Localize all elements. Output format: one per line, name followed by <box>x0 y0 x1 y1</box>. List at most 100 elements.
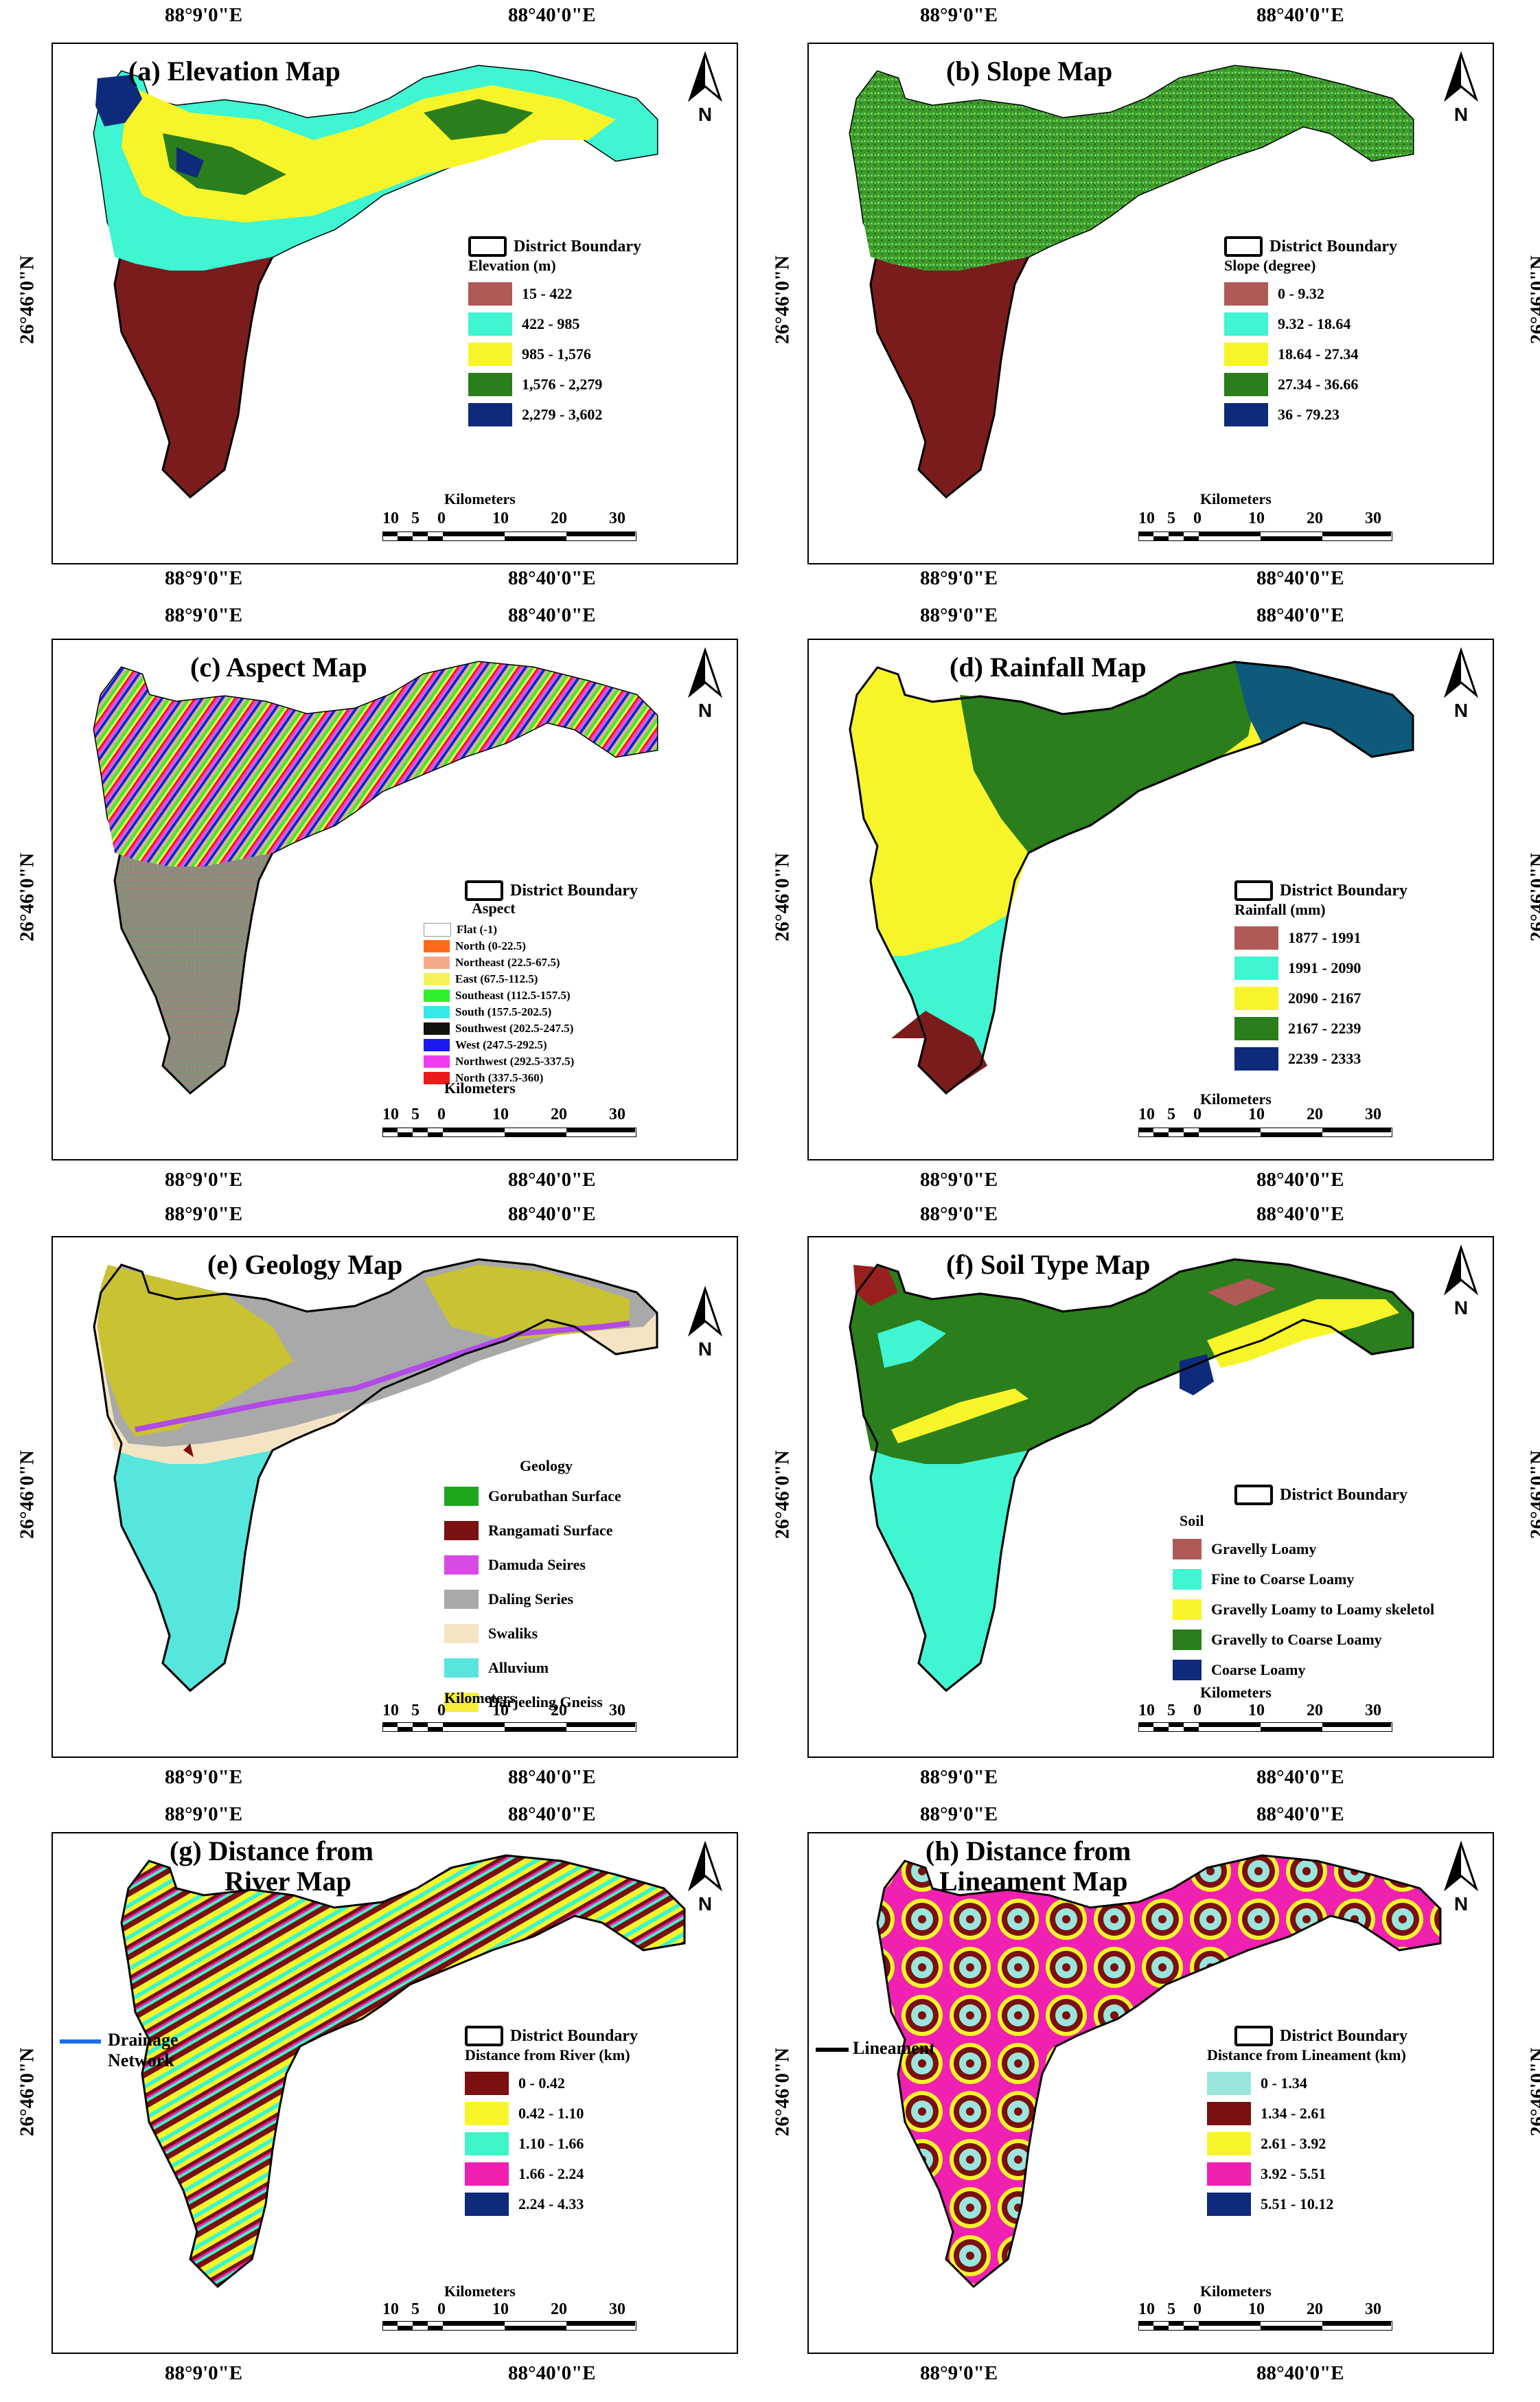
legend-label: Flat (-1) <box>457 923 498 936</box>
legend-label: Northeast (22.5-67.5) <box>455 956 560 969</box>
legend-item: Swaliks <box>444 1616 621 1651</box>
lon-label-top: 88°9'0"E <box>165 1803 243 1825</box>
legend-item: 1,576 - 2,279 <box>468 369 641 400</box>
legend-item: 1.34 - 2.61 <box>1207 2098 1407 2129</box>
legend-title: Distance from Lineament (km) <box>1207 2046 1406 2063</box>
legend-item: 18.64 - 27.34 <box>1224 339 1397 369</box>
legend-swatch <box>1224 373 1268 396</box>
lineament-line <box>816 2048 849 2052</box>
legend-swatch <box>1207 2132 1251 2155</box>
legend-item: 0 - 0.42 <box>465 2068 638 2098</box>
north-label: N <box>1454 104 1468 125</box>
legend-label: Northwest (292.5-337.5) <box>455 1055 575 1068</box>
district-boundary-label: District Boundary <box>1269 237 1397 255</box>
scale-bar: Kilometers 10 5 0 10 20 30 <box>1138 1684 1413 1752</box>
map-title: (b) Slope Map <box>946 56 1113 87</box>
lon-label-bottom: 88°9'0"E <box>165 1169 243 1191</box>
legend-item: 0 - 9.32 <box>1224 279 1397 309</box>
legend-swatch <box>1234 987 1278 1010</box>
legend-swatch <box>444 1624 479 1643</box>
map-title: (e) Geology Map <box>207 1249 403 1280</box>
legend-swatch <box>424 1072 450 1084</box>
lon-label-top: 88°9'0"E <box>920 1203 998 1225</box>
legend-label: Damuda Seires <box>488 1556 586 1573</box>
legend-item: Gravelly to Coarse Loamy <box>1173 1625 1434 1655</box>
legend-swatch <box>468 312 512 336</box>
legend-title: Slope (degree) <box>1224 257 1316 274</box>
lat-label: 26°46'0"N <box>771 2047 794 2137</box>
lon-label-bottom: 88°40'0"E <box>508 1169 596 1191</box>
legend-swatch <box>444 1521 479 1540</box>
legend-item: 422 - 985 <box>468 309 641 339</box>
scale-title: Kilometers <box>1200 1090 1272 1108</box>
district-boundary-legend: District Boundary <box>1234 2026 1407 2046</box>
legend-item: Southwest (202.5-247.5) <box>424 1020 574 1037</box>
lon-label-bottom: 88°9'0"E <box>920 2362 998 2384</box>
scale-title: Kilometers <box>444 1689 516 1706</box>
legend-label: 1877 - 1991 <box>1288 929 1361 946</box>
drainage-network-label-line-2: Network <box>108 2050 174 2070</box>
legend-item: North (0-22.5) <box>424 938 574 954</box>
north-arrow-icon: N <box>1440 647 1482 722</box>
scale-title: Kilometers <box>1200 1684 1272 1701</box>
legend-label: Southeast (112.5-157.5) <box>455 989 571 1002</box>
legend-label: Coarse Loamy <box>1211 1661 1306 1678</box>
district-boundary-swatch <box>465 880 503 901</box>
legend-swatch <box>1224 312 1268 336</box>
legend-swatch <box>424 973 450 985</box>
drainage-network-label-line-1: Drainage <box>108 2030 179 2050</box>
legend-label: 2,279 - 3,602 <box>522 406 603 423</box>
legend-title: Soil <box>1180 1512 1204 1529</box>
legend-label: 9.32 - 18.64 <box>1278 315 1351 332</box>
legend-label: 0 - 1.34 <box>1261 2074 1307 2092</box>
legend-swatch <box>424 1055 450 1068</box>
legend-swatch <box>1224 282 1268 306</box>
scale-title: Kilometers <box>444 2283 516 2300</box>
north-arrow-icon: N <box>685 1285 726 1361</box>
legend-label: 0.42 - 1.10 <box>518 2105 584 2122</box>
drainage-network-line <box>60 2039 101 2044</box>
legend-item: Daling Series <box>444 1582 621 1616</box>
legend-item: Southeast (112.5-157.5) <box>424 987 574 1004</box>
legend-swatch <box>1173 1539 1202 1559</box>
legend-item: North (337.5-360) <box>424 1070 574 1086</box>
legend-swatch <box>468 343 512 366</box>
scale-bar: Kilometers 10 5 0 10 20 30 <box>382 490 657 563</box>
legend-label: 2090 - 2167 <box>1288 990 1361 1007</box>
lon-label-bottom: 88°9'0"E <box>920 1169 998 1191</box>
legend-item: 1.66 - 2.24 <box>465 2159 638 2189</box>
lon-label-bottom: 88°40'0"E <box>1256 2362 1344 2384</box>
legend: District Boundary Elevation (m) 15 - 422… <box>468 236 641 430</box>
legend-label: North (0-22.5) <box>455 939 526 952</box>
legend-label: 2167 - 2239 <box>1288 1020 1361 1037</box>
legend-item: Flat (-1) <box>424 922 574 938</box>
legend-swatch <box>1173 1569 1202 1590</box>
legend-swatch <box>465 2132 509 2155</box>
legend-label: Gravelly Loamy to Loamy skeletol <box>1211 1601 1435 1618</box>
lat-label: 26°46'0"N <box>1526 1450 1540 1540</box>
legend-title: Distance from River (km) <box>465 2046 630 2063</box>
legend-item: Gravelly Loamy <box>1173 1534 1434 1564</box>
legend-swatch <box>1234 1017 1278 1040</box>
scale-bar: Kilometers 10 5 0 10 20 30 <box>1138 490 1413 563</box>
legend: District Boundary Rainfall (mm) 1877 - 1… <box>1234 880 1407 1074</box>
legend-label: Southwest (202.5-247.5) <box>455 1022 574 1035</box>
legend: Aspect Flat (-1) North (0-22.5) Northeas… <box>424 900 574 1086</box>
legend-swatch <box>1207 2102 1251 2125</box>
legend-label: 985 - 1,576 <box>522 345 591 363</box>
legend-swatch <box>444 1693 479 1712</box>
legend-item: Alluvium <box>444 1651 621 1685</box>
district-boundary-swatch <box>1234 2026 1273 2046</box>
lon-label-bottom: 88°40'0"E <box>1256 1766 1344 1788</box>
legend-label: Fine to Coarse Loamy <box>1211 1570 1355 1588</box>
north-arrow-icon: N <box>1440 1244 1482 1320</box>
north-label: N <box>698 104 712 125</box>
legend-item: 1991 - 2090 <box>1234 953 1407 983</box>
legend: District Boundary Slope (degree) 0 - 9.3… <box>1224 236 1397 430</box>
legend-item: 0.42 - 1.10 <box>465 2098 638 2129</box>
legend-swatch <box>468 373 512 396</box>
legend-title: Elevation (m) <box>468 257 556 274</box>
legend: District Boundary Distance from Lineamen… <box>1207 2026 1407 2219</box>
map-title: (f) Soil Type Map <box>946 1249 1151 1280</box>
north-label: N <box>1454 700 1468 721</box>
